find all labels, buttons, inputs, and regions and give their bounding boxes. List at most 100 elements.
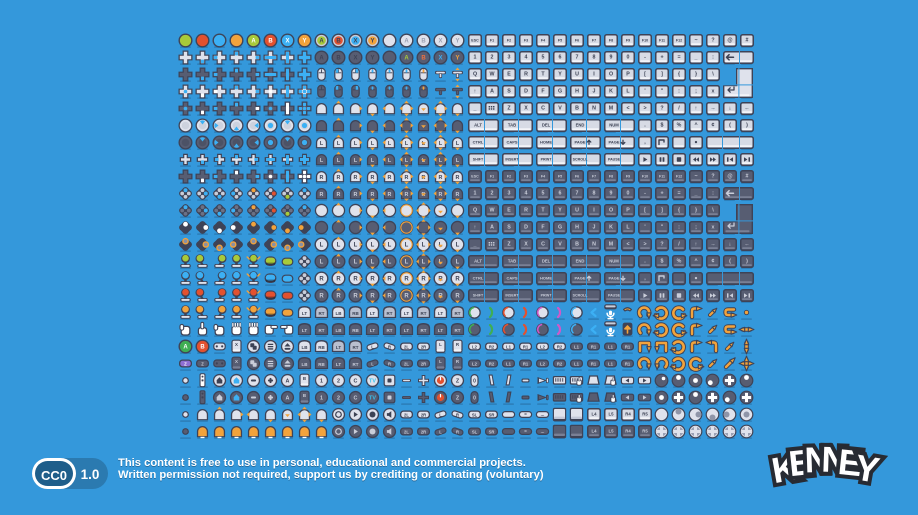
- svg-text:R: R: [405, 192, 409, 198]
- svg-text:F7: F7: [592, 174, 596, 178]
- svg-text:R: R: [421, 294, 426, 300]
- svg-text:ALT: ALT: [474, 122, 482, 127]
- svg-text:(: (: [729, 122, 731, 128]
- svg-text:#: #: [746, 173, 749, 179]
- svg-text:x: x: [712, 88, 715, 94]
- svg-text:F11: F11: [659, 38, 665, 42]
- svg-text:This content is free to use in: This content is free to use in personal,…: [118, 457, 526, 469]
- svg-text:X: X: [235, 342, 238, 347]
- svg-text:¢: ¢: [712, 258, 715, 264]
- svg-text:L: L: [371, 243, 375, 249]
- svg-text:7: 7: [576, 190, 579, 196]
- svg-text:L1: L1: [506, 362, 512, 367]
- svg-text:X: X: [353, 56, 357, 62]
- svg-text:F3: F3: [524, 174, 528, 178]
- svg-text:>: >: [643, 105, 646, 111]
- svg-text:¢: ¢: [712, 122, 715, 128]
- svg-text:↑: ↑: [474, 224, 477, 230]
- svg-text:A: A: [286, 396, 290, 402]
- svg-text:): ): [746, 122, 748, 128]
- svg-text:R: R: [388, 362, 391, 367]
- svg-text:^: ^: [694, 258, 697, 264]
- svg-text:2: 2: [337, 396, 340, 402]
- svg-text:F8: F8: [609, 38, 613, 42]
- svg-text:4: 4: [525, 54, 528, 60]
- svg-text:L: L: [371, 158, 375, 164]
- svg-text:@: @: [727, 173, 732, 179]
- svg-text:R: R: [456, 359, 460, 364]
- svg-text:R: R: [456, 430, 459, 435]
- svg-text:↑: ↑: [695, 241, 698, 247]
- svg-text:1: 1: [474, 190, 477, 196]
- svg-text:R: R: [456, 192, 460, 198]
- svg-text:A: A: [404, 39, 409, 45]
- svg-text:2: 2: [491, 54, 494, 60]
- svg-text:L1: L1: [506, 345, 512, 350]
- svg-text:2R: 2R: [421, 362, 426, 367]
- svg-text:R: R: [456, 342, 460, 347]
- svg-text:L: L: [320, 243, 324, 249]
- svg-text:LB: LB: [336, 328, 343, 333]
- svg-text:Z: Z: [201, 362, 204, 367]
- svg-text:F4: F4: [541, 38, 545, 42]
- svg-text:R: R: [319, 294, 324, 300]
- svg-text:L: L: [456, 260, 460, 266]
- svg-text:R: R: [320, 175, 324, 181]
- svg-text:R: R: [455, 277, 460, 283]
- svg-text:O: O: [609, 207, 613, 213]
- svg-text:F3: F3: [524, 38, 528, 42]
- svg-text:%: %: [677, 122, 682, 128]
- svg-text:This content is free to use in: This content is free to use in personal,…: [118, 458, 526, 470]
- svg-text:R1: R1: [625, 345, 631, 350]
- svg-text:L: L: [354, 158, 358, 164]
- svg-text:F1: F1: [490, 174, 494, 178]
- svg-text:F10: F10: [642, 174, 648, 178]
- svg-text:R: R: [371, 175, 375, 181]
- svg-text:2L: 2L: [404, 430, 409, 435]
- svg-text:K: K: [609, 224, 613, 230]
- svg-text:SL: SL: [472, 413, 478, 418]
- svg-text:RB: RB: [318, 345, 325, 350]
- svg-text:RT: RT: [455, 328, 461, 333]
- svg-text:L2: L2: [540, 345, 546, 350]
- svg-text:R: R: [388, 192, 392, 198]
- svg-text:Q: Q: [473, 71, 477, 77]
- svg-text:ESC: ESC: [471, 38, 479, 42]
- svg-text:R: R: [320, 192, 324, 198]
- svg-text:L: L: [626, 224, 630, 230]
- svg-text:ESC: ESC: [471, 174, 479, 178]
- svg-text:A: A: [490, 88, 494, 94]
- svg-text:[: [: [644, 71, 646, 77]
- svg-text:R: R: [370, 277, 375, 283]
- svg-text:2R: 2R: [421, 345, 426, 350]
- svg-text:CTRL: CTRL: [473, 275, 484, 280]
- svg-text:RT: RT: [455, 311, 461, 316]
- svg-text:.: .: [644, 258, 646, 264]
- svg-text:0: 0: [627, 190, 630, 196]
- svg-text:L: L: [626, 88, 630, 94]
- svg-text:R1: R1: [523, 362, 529, 367]
- svg-text:RT: RT: [319, 328, 325, 333]
- svg-text:R: R: [319, 277, 324, 283]
- svg-text:): ): [746, 258, 748, 264]
- svg-text:R: R: [524, 207, 528, 213]
- svg-text:6: 6: [559, 54, 562, 60]
- svg-text:←: ←: [744, 105, 749, 111]
- svg-text:RB: RB: [352, 311, 359, 316]
- svg-text::: :: [712, 54, 714, 60]
- svg-text:}: }: [695, 207, 697, 213]
- svg-text:G: G: [558, 88, 562, 94]
- svg-text:$: $: [661, 258, 664, 264]
- svg-text:L: L: [439, 158, 443, 164]
- svg-text:N: N: [804, 439, 831, 481]
- svg-text:+: +: [660, 54, 663, 60]
- svg-text:M: M: [609, 241, 614, 247]
- svg-text:LT: LT: [302, 328, 307, 333]
- svg-text:R: R: [336, 294, 341, 300]
- svg-text:x: x: [712, 224, 715, 230]
- svg-text:←: ←: [744, 241, 749, 247]
- svg-text:0: 0: [473, 396, 476, 402]
- svg-text:RT: RT: [421, 328, 427, 333]
- svg-text:R1: R1: [523, 345, 529, 350]
- svg-text:DEL: DEL: [542, 258, 551, 263]
